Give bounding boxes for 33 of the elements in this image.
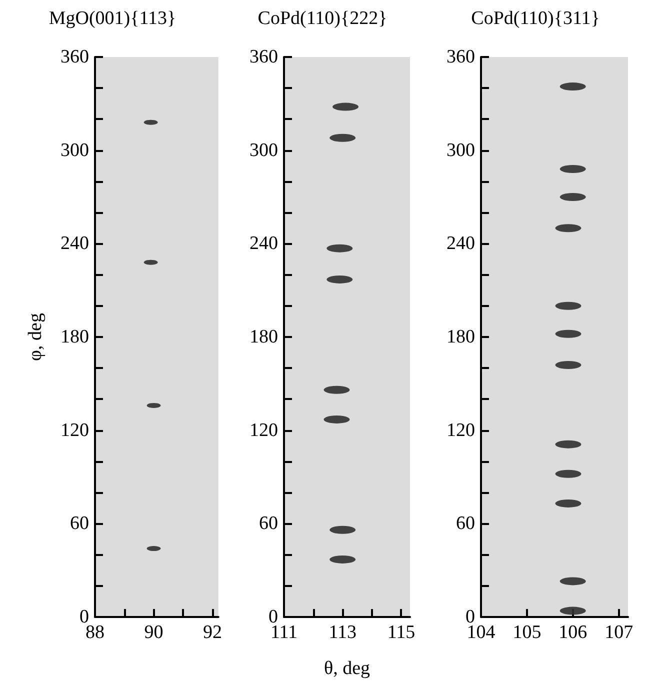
y-tick-label: 120 — [60, 420, 89, 441]
y-tick-label: 60 — [259, 513, 278, 534]
y-tick-label: 180 — [446, 326, 475, 348]
y-tick-label: 300 — [60, 140, 89, 161]
y-tick-label: 360 — [60, 46, 89, 68]
x-tick-label: 106 — [558, 622, 588, 643]
x-tick-label: 92 — [203, 622, 222, 643]
x-axis-title: θ, deg — [324, 658, 371, 679]
chart-title: MgO(001){113} — [48, 8, 176, 29]
x-tick-label: 88 — [86, 622, 104, 643]
y-tick-label: 240 — [250, 233, 278, 254]
y-tick-label: 240 — [446, 233, 475, 254]
y-tick-label: 120 — [250, 420, 278, 441]
y-tick-label: 60 — [456, 513, 475, 534]
x-tick-label: 105 — [512, 622, 542, 643]
y-tick-label: 300 — [446, 140, 475, 161]
chart-title: CoPd(110){311} — [471, 8, 600, 29]
y-tick-label: 360 — [446, 46, 475, 68]
x-tick-label: 115 — [387, 622, 416, 643]
y-tick-label: 180 — [60, 326, 89, 348]
x-tick-label: 111 — [270, 622, 298, 643]
x-tick-label: 104 — [466, 622, 496, 643]
x-tick-label: 90 — [144, 622, 164, 643]
x-tick-label: 107 — [604, 622, 634, 643]
y-tick-label: 240 — [60, 233, 89, 254]
y-tick-label: 180 — [250, 326, 278, 348]
y-axis-title: φ, deg — [25, 312, 46, 361]
x-tick-label: 113 — [328, 622, 357, 643]
y-tick-label: 360 — [250, 46, 278, 68]
y-tick-label: 60 — [70, 513, 89, 534]
y-tick-label: 300 — [250, 140, 278, 161]
y-tick-label: 120 — [446, 420, 475, 441]
chart-title: CoPd(110){222} — [258, 8, 388, 29]
